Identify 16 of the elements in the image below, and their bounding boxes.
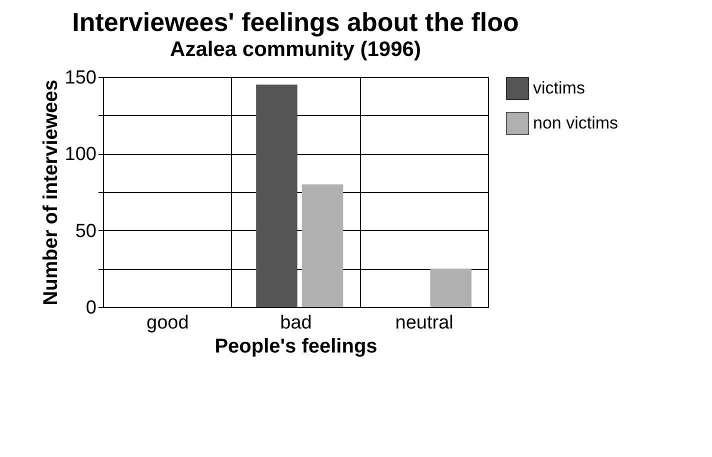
x-tick-label: good — [146, 312, 189, 334]
y-axis-title: Number of interviewees — [40, 80, 62, 306]
legend-label: victims — [533, 78, 585, 98]
bar — [430, 268, 472, 307]
y-tick-label: 0 — [86, 298, 96, 318]
y-tick-label: 50 — [75, 220, 96, 242]
legend-label: non victims — [533, 114, 618, 132]
x-tick-label: neutral — [395, 312, 454, 334]
x-axis-title: People's feelings — [214, 336, 378, 358]
x-tick-label: bad — [280, 312, 312, 334]
bar — [256, 84, 298, 307]
bar — [302, 184, 344, 307]
y-tick-label: 150 — [64, 68, 96, 88]
y-tick-label: 100 — [64, 144, 96, 166]
chart-subtitle: Azalea community (1996) — [170, 38, 421, 61]
chart-title: Interviewees' feelings about the floo — [72, 7, 519, 37]
